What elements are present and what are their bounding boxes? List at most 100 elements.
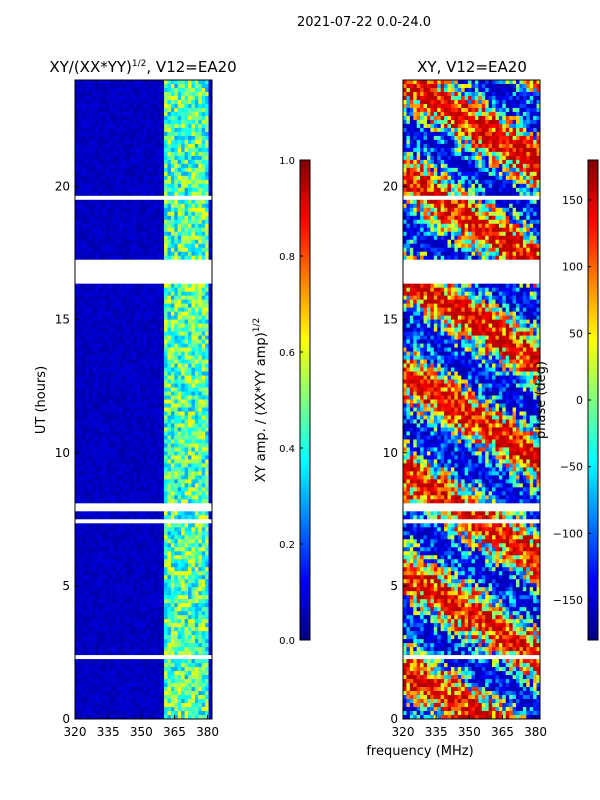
amp-heatmap-cell bbox=[102, 571, 107, 576]
amp-heatmap-cell bbox=[177, 215, 182, 221]
amp-heatmap-cell bbox=[112, 80, 117, 85]
amp-heatmap-cell bbox=[160, 347, 165, 352]
amp-heatmap-cell bbox=[75, 271, 79, 277]
amp-heatmap-cell bbox=[95, 423, 100, 428]
amp-heatmap-cell bbox=[194, 95, 199, 101]
amp-heatmap-cell bbox=[129, 307, 134, 313]
amp-heatmap-cell bbox=[150, 231, 155, 237]
amp-heatmap-cell bbox=[191, 519, 196, 524]
amp-heatmap-cell bbox=[146, 143, 151, 149]
amp-heatmap-cell bbox=[157, 459, 162, 464]
amp-heatmap-cell bbox=[194, 159, 199, 165]
amp-heatmap-cell bbox=[177, 263, 182, 269]
amp-heatmap-cell bbox=[153, 167, 158, 173]
amp-heatmap-cell bbox=[81, 407, 86, 412]
amp-heatmap-cell bbox=[95, 455, 100, 460]
amp-heatmap-cell bbox=[208, 563, 213, 568]
amp-heatmap-cell bbox=[116, 295, 120, 301]
amp-heatmap-cell bbox=[208, 535, 213, 540]
amp-heatmap-cell bbox=[191, 267, 196, 273]
amp-heatmap-cell bbox=[136, 91, 141, 97]
amp-heatmap-cell bbox=[188, 539, 192, 544]
amp-heatmap-cell bbox=[95, 171, 100, 177]
amp-heatmap-cell bbox=[170, 127, 175, 133]
amp-heatmap-cell bbox=[95, 215, 100, 221]
amp-heatmap-cell bbox=[116, 80, 120, 85]
amp-heatmap-cell bbox=[140, 479, 144, 484]
amp-heatmap-cell bbox=[136, 363, 141, 368]
amp-heatmap-cell bbox=[122, 315, 127, 321]
amp-heatmap-cell bbox=[85, 391, 90, 396]
amp-heatmap-cell bbox=[88, 83, 93, 89]
amp-heatmap-cell bbox=[136, 243, 141, 249]
amp-heatmap-cell bbox=[81, 143, 86, 149]
amp-heatmap-cell bbox=[170, 527, 175, 532]
amp-heatmap-cell bbox=[122, 571, 127, 576]
amp-heatmap-cell bbox=[150, 207, 155, 213]
amp-heatmap-cell bbox=[170, 107, 175, 113]
amp-heatmap-cell bbox=[201, 295, 206, 301]
amp-heatmap-cell bbox=[194, 559, 199, 564]
amp-heatmap-cell bbox=[78, 111, 83, 117]
amp-heatmap-cell bbox=[208, 291, 213, 297]
amp-heatmap-cell bbox=[146, 463, 151, 468]
amp-heatmap-cell bbox=[167, 483, 172, 488]
amp-heatmap-cell bbox=[143, 447, 148, 452]
amp-heatmap-cell bbox=[146, 179, 151, 185]
amp-heatmap-cell bbox=[129, 211, 134, 217]
amp-heatmap-cell bbox=[81, 247, 86, 253]
amp-heatmap-cell bbox=[133, 351, 138, 356]
amp-heatmap-cell bbox=[164, 531, 168, 536]
amp-heatmap-cell bbox=[184, 555, 189, 560]
amp-heatmap-cell bbox=[88, 239, 93, 245]
amp-heatmap-cell bbox=[143, 351, 148, 356]
amp-heatmap-cell bbox=[205, 111, 209, 117]
amp-heatmap-cell bbox=[150, 179, 155, 185]
amp-heatmap-cell bbox=[201, 399, 206, 404]
amp-heatmap-cell bbox=[122, 259, 127, 265]
amp-heatmap-cell bbox=[188, 191, 192, 197]
amp-heatmap-cell bbox=[140, 235, 144, 241]
amp-heatmap-cell bbox=[98, 295, 103, 301]
amp-heatmap-cell bbox=[75, 443, 79, 448]
amp-heatmap-cell bbox=[143, 103, 148, 109]
amp-heatmap-cell bbox=[208, 527, 213, 532]
amp-heatmap-cell bbox=[157, 239, 162, 245]
amp-heatmap-cell bbox=[177, 555, 182, 560]
amp-heatmap-cell bbox=[167, 391, 172, 396]
amp-heatmap-cell bbox=[170, 439, 175, 444]
amp-heatmap-cell bbox=[208, 267, 213, 273]
amp-heatmap-cell bbox=[164, 211, 168, 217]
amp-heatmap-cell bbox=[126, 539, 131, 544]
amp-heatmap-cell bbox=[164, 423, 168, 428]
amp-heatmap-cell bbox=[160, 303, 165, 309]
amp-heatmap-cell bbox=[198, 131, 203, 137]
amp-heatmap-cell bbox=[140, 539, 144, 544]
amp-heatmap-cell bbox=[157, 243, 162, 249]
amp-heatmap-cell bbox=[201, 335, 206, 340]
amp-heatmap-cell bbox=[116, 439, 120, 444]
amp-heatmap-cell bbox=[78, 239, 83, 245]
amp-heatmap-cell bbox=[157, 447, 162, 452]
amp-heatmap-cell bbox=[167, 539, 172, 544]
amp-heatmap-cell bbox=[177, 567, 182, 572]
amp-heatmap-cell bbox=[95, 131, 100, 137]
amp-heatmap-cell bbox=[177, 367, 182, 372]
amp-heatmap-cell bbox=[85, 575, 90, 580]
amp-heatmap-cell bbox=[122, 303, 127, 309]
amp-heatmap-cell bbox=[85, 475, 90, 480]
amp-heatmap-cell bbox=[143, 423, 148, 428]
amp-heatmap-cell bbox=[78, 275, 83, 281]
amp-heatmap-cell bbox=[78, 167, 83, 173]
amp-heatmap-cell bbox=[126, 335, 131, 340]
amp-heatmap-cell bbox=[95, 103, 100, 109]
amp-heatmap-cell bbox=[194, 447, 199, 452]
amp-heatmap-cell bbox=[75, 95, 79, 101]
amp-heatmap-cell bbox=[85, 107, 90, 113]
amp-heatmap-cell bbox=[116, 559, 120, 564]
amp-heatmap-cell bbox=[81, 499, 86, 504]
amp-heatmap-cell bbox=[81, 339, 86, 344]
amp-heatmap-cell bbox=[188, 315, 192, 321]
amp-heatmap-cell bbox=[191, 331, 196, 336]
amp-heatmap-cell bbox=[150, 467, 155, 472]
